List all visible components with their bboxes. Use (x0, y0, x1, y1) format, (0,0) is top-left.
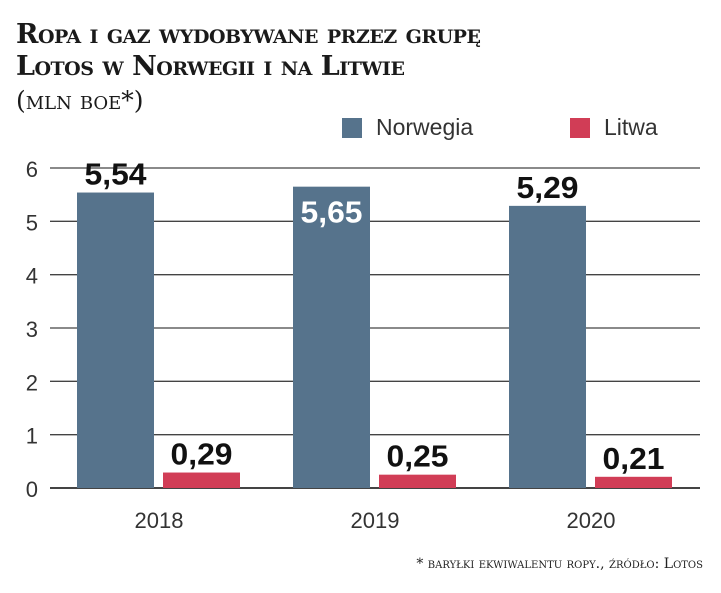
y-tick-label: 1 (26, 424, 38, 449)
y-tick-label: 3 (26, 317, 38, 342)
legend-swatch (342, 117, 362, 138)
data-label: 0,21 (603, 441, 665, 476)
data-label: 0,25 (387, 439, 449, 474)
chart-title-line2: Lotos w Norwegii i na Litwie (16, 51, 405, 82)
bar-norwegia-2018 (77, 192, 154, 489)
chart-title-line1: Ropa i gaz wydobywane przez grupę (16, 19, 481, 50)
legend-item-litwa: Litwa (570, 114, 658, 141)
y-tick-label: 4 (26, 264, 38, 289)
data-label: 5,65 (301, 195, 363, 230)
legend-label: Norwegia (376, 114, 474, 140)
bar-norwegia-2020 (509, 205, 586, 488)
bar-norwegia-2019 (293, 186, 370, 488)
data-label: 5,29 (517, 170, 579, 205)
legend-item-norwegia: Norwegia (342, 114, 473, 141)
data-label: 0,29 (171, 437, 233, 472)
x-tick-label: 2019 (351, 508, 400, 533)
x-tick-label: 2020 (567, 508, 616, 533)
y-tick-label: 0 (26, 477, 38, 502)
x-tick-label: 2018 (135, 508, 184, 533)
y-tick-label: 2 (26, 370, 38, 395)
bar-litwa-2018 (163, 472, 240, 488)
legend-label: Litwa (604, 114, 658, 140)
footnote: * baryłki ekwiwalentu ropy., źródło: Lot… (416, 556, 703, 572)
bar-litwa-2020 (595, 476, 672, 488)
y-tick-label: 5 (26, 210, 38, 235)
legend-swatch (570, 117, 590, 138)
chart-subtitle: (mln boe*) (16, 86, 144, 115)
y-tick-label: 6 (26, 157, 38, 182)
data-label: 5,54 (85, 157, 148, 192)
bar-litwa-2019 (379, 474, 456, 488)
